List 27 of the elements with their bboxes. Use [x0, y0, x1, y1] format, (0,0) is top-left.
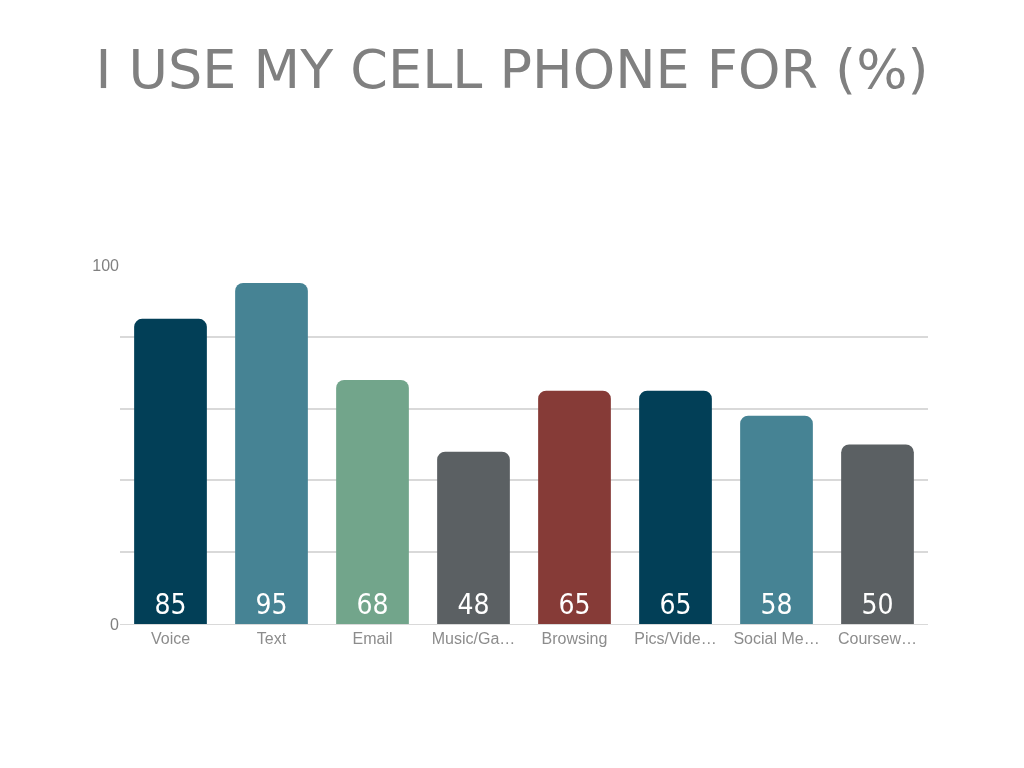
data-label: 68 — [356, 588, 389, 621]
bar — [538, 390, 611, 624]
x-tick-label: Music/Ga… — [431, 630, 516, 648]
chart-title: I USE MY CELL PHONE FOR (%) — [95, 38, 929, 102]
bar — [639, 390, 712, 624]
y-tick-label: 100 — [92, 256, 120, 274]
data-label: 65 — [558, 588, 591, 621]
bar — [740, 415, 813, 624]
data-label: 48 — [457, 588, 490, 621]
x-tick-label: Pics/Vide… — [634, 630, 717, 648]
bar — [437, 451, 510, 624]
x-tick-label: Email — [352, 630, 393, 648]
data-label: 95 — [255, 588, 288, 621]
y-tick-label: 0 — [110, 615, 120, 633]
data-label: 65 — [659, 588, 692, 621]
bar — [235, 282, 308, 624]
bar — [336, 379, 409, 624]
x-tick-label: Text — [256, 630, 287, 648]
x-tick-label: Voice — [150, 630, 191, 648]
data-label: 58 — [760, 588, 793, 621]
data-label: 85 — [154, 588, 187, 621]
bar — [134, 318, 207, 624]
x-tick-label: Coursew… — [837, 630, 918, 648]
x-tick-label: Social Me… — [733, 630, 820, 648]
bar — [841, 444, 914, 624]
data-label: 50 — [861, 588, 894, 621]
x-tick-label: Browsing — [541, 630, 608, 648]
